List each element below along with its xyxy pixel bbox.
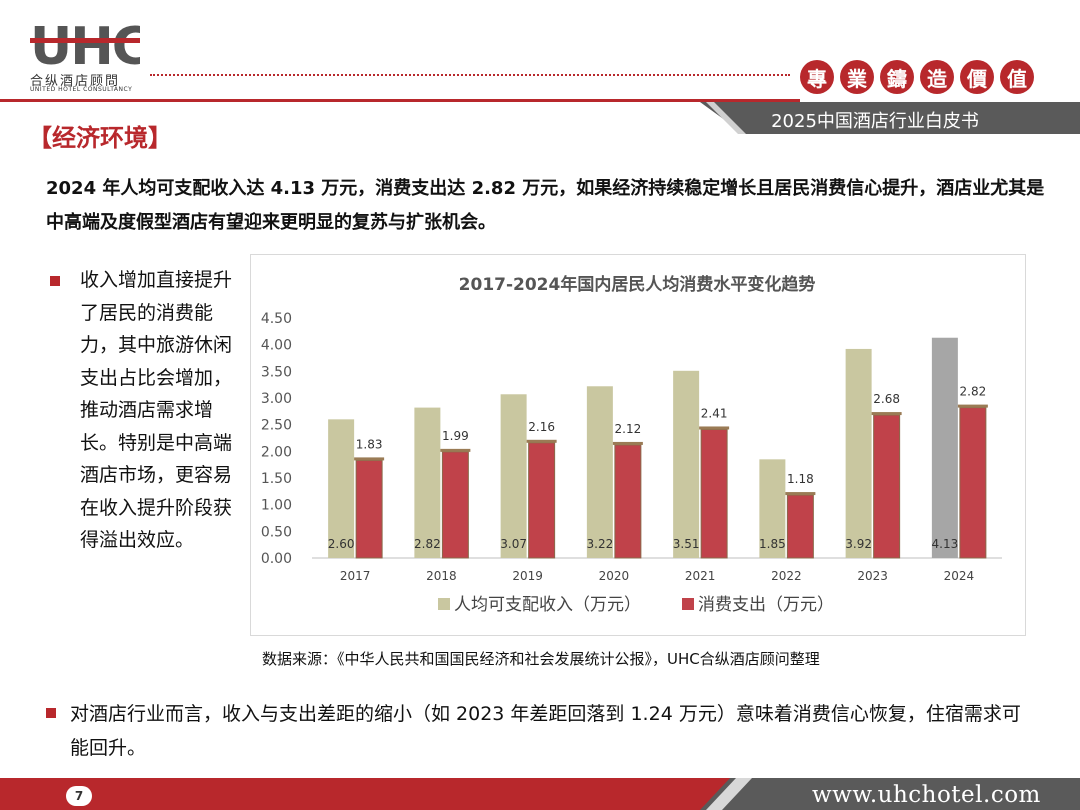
- spending-bar: [786, 494, 814, 559]
- spending-bar-cap: [785, 492, 816, 496]
- spending-bar-cap: [871, 412, 902, 416]
- y-tick-label: 3.50: [261, 364, 292, 380]
- income-bar: [586, 386, 613, 558]
- spending-data-label: 1.18: [787, 472, 814, 486]
- logo-english-name: UNITED HOTEL CONSULTANCY: [30, 86, 133, 93]
- y-tick-label: 4.50: [261, 311, 292, 327]
- x-tick-label: 2017: [340, 569, 371, 583]
- legend-label-spending: 消费支出（万元）: [698, 595, 834, 615]
- bullet-square: [46, 708, 56, 718]
- income-data-label: 1.85: [759, 537, 786, 551]
- spending-bar: [959, 407, 987, 559]
- income-data-label: 3.22: [587, 537, 614, 551]
- uhc-logo: UHC: [30, 18, 140, 70]
- seal-row: 專 業 鑄 造 價 值: [800, 60, 1034, 94]
- spending-bar: [614, 444, 642, 559]
- banner-title: 2025中国酒店行业白皮书: [771, 111, 979, 132]
- header-red-line: [0, 99, 800, 102]
- y-tick-label: 0.50: [261, 524, 292, 540]
- y-tick-label: 4.00: [261, 338, 292, 354]
- x-tick-label: 2024: [944, 569, 975, 583]
- x-tick-label: 2021: [685, 569, 716, 583]
- income-bar: [845, 348, 872, 558]
- logo-text: UHC: [30, 18, 140, 70]
- y-tick-label: 1.00: [261, 498, 292, 514]
- income-data-label: 3.07: [500, 537, 527, 551]
- income-bar: [414, 407, 441, 558]
- y-tick-label: 3.00: [261, 391, 292, 407]
- legend-swatch-income: [438, 598, 450, 610]
- legend-swatch-spending: [682, 598, 694, 610]
- x-tick-label: 2020: [599, 569, 630, 583]
- spending-data-label: 2.68: [873, 392, 900, 406]
- seal-2: 業: [840, 60, 874, 94]
- banner-shape: [700, 102, 1080, 134]
- income-data-label: 2.60: [328, 537, 355, 551]
- seal-1: 專: [800, 60, 834, 94]
- left-bullet-text: 收入增加直接提升了居民的消费能力，其中旅游休闲支出占比会增加，推动酒店需求增长。…: [80, 269, 233, 551]
- seal-5: 價: [960, 60, 994, 94]
- spending-data-label: 2.16: [528, 420, 555, 434]
- bar-chart: 0.00 0.50 1.00 1.50 2.00 2.50 3.00 3.50 4.00 4.50…: [261, 311, 1002, 615]
- spending-data-label: 1.83: [356, 437, 383, 451]
- spending-bar: [700, 428, 728, 559]
- spending-bar-cap: [526, 439, 557, 443]
- x-tick-label: 2019: [512, 569, 543, 583]
- spending-bar: [355, 459, 383, 559]
- income-data-label: 3.51: [673, 537, 700, 551]
- intro-paragraph: 2024 年人均可支配收入达 4.13 万元，消费支出达 2.82 万元，如果经…: [46, 178, 1045, 233]
- income-bar: [759, 459, 786, 558]
- header-dotted-divider: [150, 74, 790, 76]
- spending-bar-cap: [699, 426, 730, 430]
- spending-bar: [873, 414, 901, 559]
- seal-3: 鑄: [880, 60, 914, 94]
- income-bar: [931, 337, 958, 558]
- spending-data-label: 1.99: [442, 429, 469, 443]
- footer-url: www.uhchotel.com: [812, 782, 1041, 808]
- chart-title: 2017-2024年国内居民人均消费水平变化趋势: [458, 275, 816, 295]
- spending-data-label: 2.82: [960, 385, 987, 399]
- spending-bar-cap: [957, 404, 988, 408]
- income-data-label: 2.82: [414, 537, 441, 551]
- bullet-square: [50, 276, 60, 286]
- y-tick-label: 0.00: [261, 551, 292, 567]
- section-title: 【经济环境】: [28, 124, 172, 152]
- y-tick-label: 2.50: [261, 418, 292, 434]
- spending-data-label: 2.41: [701, 406, 728, 420]
- data-source-note: 数据来源：《中华人民共和国国民经济和社会发展统计公报》，UHC合纵酒店顾问整理: [262, 650, 820, 668]
- spending-bar-cap: [440, 448, 471, 452]
- income-data-label: 3.92: [845, 537, 872, 551]
- page-number: 7: [66, 786, 92, 806]
- spending-data-label: 2.12: [615, 422, 642, 436]
- income-bar: [328, 419, 355, 558]
- seal-4: 造: [920, 60, 954, 94]
- income-data-label: 4.13: [932, 537, 959, 551]
- x-tick-label: 2018: [426, 569, 457, 583]
- footer-bar: [0, 778, 1080, 810]
- bottom-bullet-text: 对酒店行业而言，收入与支出差距的缩小（如 2023 年差距回落到 1.24 万元…: [70, 703, 1021, 759]
- legend-label-income: 人均可支配收入（万元）: [454, 595, 641, 615]
- income-bar: [673, 370, 700, 558]
- logo-chinese-name: 合纵酒店顾問: [30, 74, 121, 89]
- x-tick-label: 2023: [857, 569, 888, 583]
- spending-bar-cap: [612, 441, 643, 445]
- spending-bar: [528, 442, 556, 559]
- income-bar: [500, 394, 527, 558]
- seal-6: 值: [1000, 60, 1034, 94]
- x-tick-label: 2022: [771, 569, 802, 583]
- y-tick-label: 1.50: [261, 471, 292, 487]
- y-tick-label: 2.00: [261, 444, 292, 460]
- spending-bar: [441, 451, 469, 559]
- spending-bar-cap: [354, 457, 385, 461]
